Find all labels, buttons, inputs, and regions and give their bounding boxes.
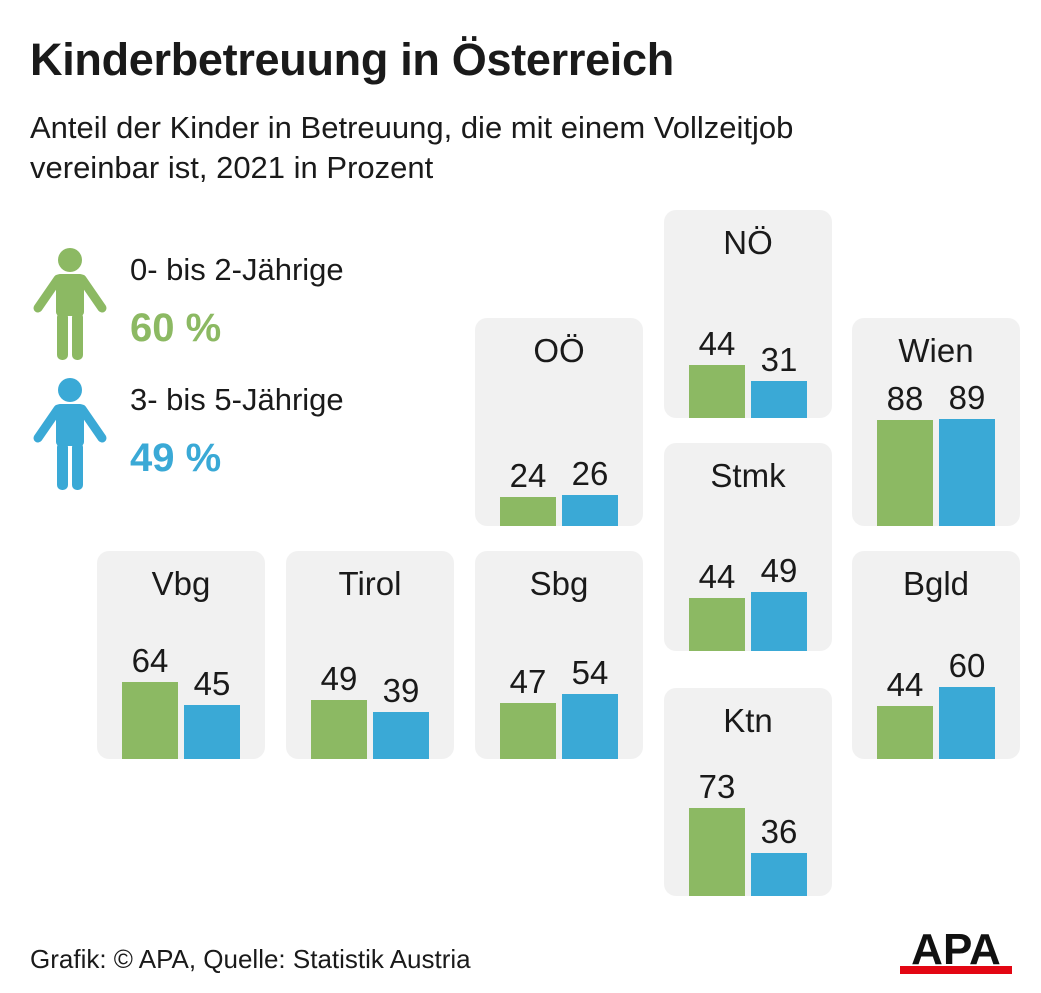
- region-tile: Tirol 49 39: [286, 551, 454, 759]
- bar-value-label: 44: [698, 325, 736, 362]
- bar-value-label: 88: [886, 380, 924, 417]
- source-credit: Grafik: © APA, Quelle: Statistik Austria: [30, 944, 471, 974]
- bar: [877, 420, 933, 526]
- bar: [500, 703, 556, 759]
- bar-value-label: 60: [948, 647, 986, 684]
- region-name: Wien: [898, 332, 974, 369]
- region-tile: OÖ 24 26: [475, 318, 643, 526]
- bar: [500, 497, 556, 526]
- region-name: Ktn: [723, 702, 773, 739]
- region-name: Vbg: [151, 565, 211, 602]
- bar-value-label: 73: [698, 768, 736, 805]
- bar-value-label: 54: [571, 654, 609, 691]
- bar: [122, 682, 178, 759]
- region-tile: Bgld 44 60: [852, 551, 1020, 759]
- bar: [373, 712, 429, 759]
- bar-value-label: 39: [382, 672, 420, 709]
- bar-value-label: 89: [948, 379, 986, 416]
- bar-value-label: 44: [698, 558, 736, 595]
- svg-text:APA: APA: [911, 926, 1001, 974]
- bar-value-label: 31: [760, 341, 798, 378]
- bar: [939, 687, 995, 759]
- legend-value: 49 %: [130, 436, 222, 480]
- region-tile: Wien 88 89: [852, 318, 1020, 526]
- region-name: NÖ: [723, 224, 773, 261]
- bar-value-label: 26: [571, 455, 609, 492]
- apa-logo: APA: [900, 925, 1012, 974]
- region-tile: Vbg 64 45: [97, 551, 265, 759]
- region-tile: Stmk 44 49: [664, 443, 832, 651]
- bar-value-label: 45: [193, 665, 231, 702]
- chart-title: Kinderbetreuung in Österreich: [30, 34, 674, 85]
- legend-label: 0- bis 2-Jährige: [130, 252, 344, 287]
- bar-value-label: 44: [886, 666, 924, 703]
- bar-value-label: 24: [509, 457, 547, 494]
- bar-value-label: 64: [131, 642, 169, 679]
- bar: [562, 495, 618, 526]
- region-tile: Sbg 47 54: [475, 551, 643, 759]
- legend-label: 3- bis 5-Jährige: [130, 382, 344, 417]
- bar-value-label: 49: [760, 552, 798, 589]
- bar: [751, 381, 807, 418]
- bar: [877, 706, 933, 759]
- bar: [689, 365, 745, 418]
- legend-value: 60 %: [130, 306, 222, 350]
- person-icon: [33, 378, 107, 490]
- bar: [311, 700, 367, 759]
- region-name: OÖ: [533, 332, 585, 369]
- bar: [689, 598, 745, 651]
- bar: [562, 694, 618, 759]
- region-name: Sbg: [529, 565, 589, 602]
- bar: [751, 853, 807, 896]
- region-name: Tirol: [338, 565, 402, 602]
- region-name: Bgld: [902, 565, 970, 602]
- region-tile: NÖ 44 31: [664, 210, 832, 418]
- bar: [751, 592, 807, 651]
- bar: [939, 419, 995, 526]
- bar-value-label: 47: [509, 663, 547, 700]
- bar: [184, 705, 240, 759]
- bar-value-label: 36: [760, 813, 798, 850]
- bar: [689, 808, 745, 896]
- person-icon: [33, 248, 107, 360]
- chart-subtitle: Anteil der Kinder in Betreuung, die mit …: [30, 110, 794, 185]
- region-tile: Ktn 73 36: [664, 688, 832, 896]
- bar-value-label: 49: [320, 660, 358, 697]
- region-name: Stmk: [710, 457, 786, 494]
